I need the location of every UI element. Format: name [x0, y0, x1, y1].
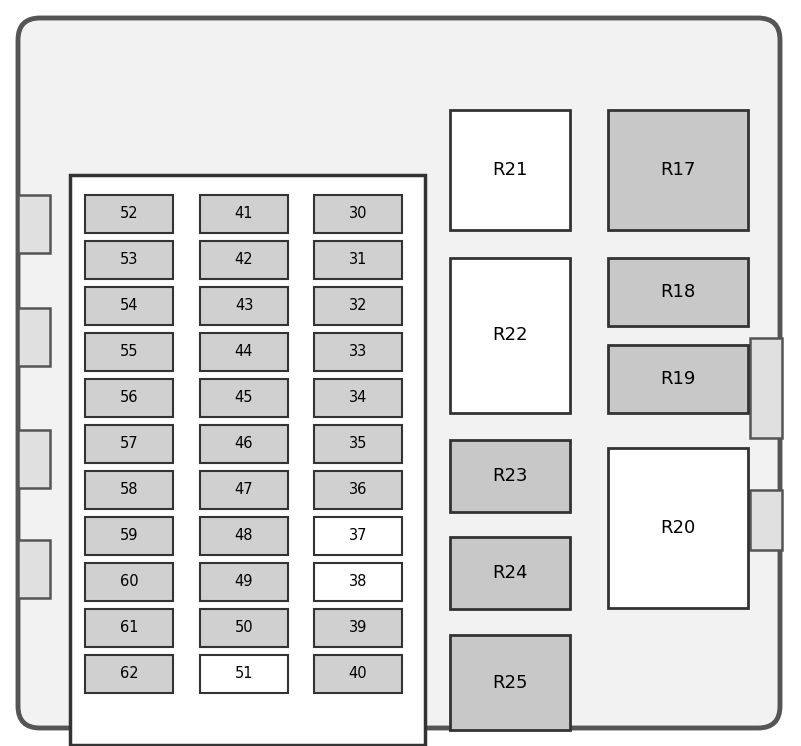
Text: 51: 51 — [235, 666, 253, 682]
Bar — [314, 333, 402, 371]
Text: R19: R19 — [660, 370, 696, 388]
Bar — [450, 537, 570, 609]
Bar — [200, 609, 288, 647]
Bar — [200, 471, 288, 509]
Text: 54: 54 — [120, 298, 139, 313]
Text: 34: 34 — [348, 390, 367, 406]
Text: 60: 60 — [119, 574, 139, 589]
Text: 30: 30 — [348, 207, 367, 222]
Text: 49: 49 — [235, 574, 253, 589]
Bar — [85, 379, 173, 417]
Bar — [18, 430, 50, 488]
Bar — [200, 379, 288, 417]
Text: 44: 44 — [235, 345, 253, 360]
Text: 59: 59 — [120, 528, 139, 544]
Text: R24: R24 — [493, 564, 528, 582]
Bar — [314, 425, 402, 463]
Bar — [314, 655, 402, 693]
Bar — [608, 345, 748, 413]
Bar — [85, 609, 173, 647]
Bar — [314, 287, 402, 325]
Bar — [314, 563, 402, 601]
Text: 39: 39 — [348, 621, 367, 636]
Bar — [70, 175, 425, 745]
Text: 37: 37 — [348, 528, 367, 544]
Bar — [450, 110, 570, 230]
Bar — [450, 258, 570, 413]
Bar — [85, 241, 173, 279]
Text: 62: 62 — [119, 666, 139, 682]
Text: 45: 45 — [235, 390, 253, 406]
Bar — [18, 540, 50, 598]
Text: 47: 47 — [235, 483, 253, 498]
Text: 61: 61 — [120, 621, 139, 636]
Bar — [200, 195, 288, 233]
Bar — [200, 655, 288, 693]
Text: R21: R21 — [493, 161, 528, 179]
Bar — [314, 471, 402, 509]
Text: 38: 38 — [348, 574, 367, 589]
Bar — [85, 563, 173, 601]
Bar — [85, 655, 173, 693]
Text: 31: 31 — [348, 252, 367, 268]
Text: 32: 32 — [348, 298, 367, 313]
Bar — [450, 635, 570, 730]
Text: R20: R20 — [660, 519, 695, 537]
Bar — [450, 440, 570, 512]
Bar — [750, 338, 782, 438]
Text: 50: 50 — [235, 621, 253, 636]
Bar — [85, 425, 173, 463]
Text: 36: 36 — [348, 483, 367, 498]
Text: 55: 55 — [120, 345, 139, 360]
Bar — [314, 379, 402, 417]
Bar — [200, 425, 288, 463]
Bar — [314, 517, 402, 555]
Text: R18: R18 — [660, 283, 695, 301]
Bar — [314, 609, 402, 647]
Text: 57: 57 — [119, 436, 139, 451]
Bar — [200, 333, 288, 371]
Text: 35: 35 — [348, 436, 367, 451]
Text: R23: R23 — [493, 467, 528, 485]
Text: 56: 56 — [120, 390, 139, 406]
Bar — [18, 308, 50, 366]
Bar — [85, 287, 173, 325]
FancyBboxPatch shape — [18, 18, 780, 728]
Bar — [314, 195, 402, 233]
Text: R25: R25 — [493, 674, 528, 692]
Bar — [18, 195, 50, 253]
Text: 48: 48 — [235, 528, 253, 544]
Bar — [608, 110, 748, 230]
Text: 52: 52 — [119, 207, 139, 222]
Bar — [85, 195, 173, 233]
Bar — [200, 287, 288, 325]
Bar — [608, 448, 748, 608]
Bar — [85, 333, 173, 371]
Text: 46: 46 — [235, 436, 253, 451]
Text: 42: 42 — [235, 252, 253, 268]
Text: 33: 33 — [349, 345, 367, 360]
Text: R17: R17 — [660, 161, 696, 179]
Text: R22: R22 — [493, 327, 528, 345]
Text: 58: 58 — [120, 483, 139, 498]
Text: 43: 43 — [235, 298, 253, 313]
Bar — [200, 517, 288, 555]
Bar — [200, 241, 288, 279]
Text: 40: 40 — [348, 666, 368, 682]
Bar — [608, 258, 748, 326]
Bar — [85, 517, 173, 555]
Bar — [750, 490, 782, 550]
Bar — [85, 471, 173, 509]
Text: 53: 53 — [120, 252, 139, 268]
Bar — [200, 563, 288, 601]
Text: 41: 41 — [235, 207, 253, 222]
Bar — [314, 241, 402, 279]
